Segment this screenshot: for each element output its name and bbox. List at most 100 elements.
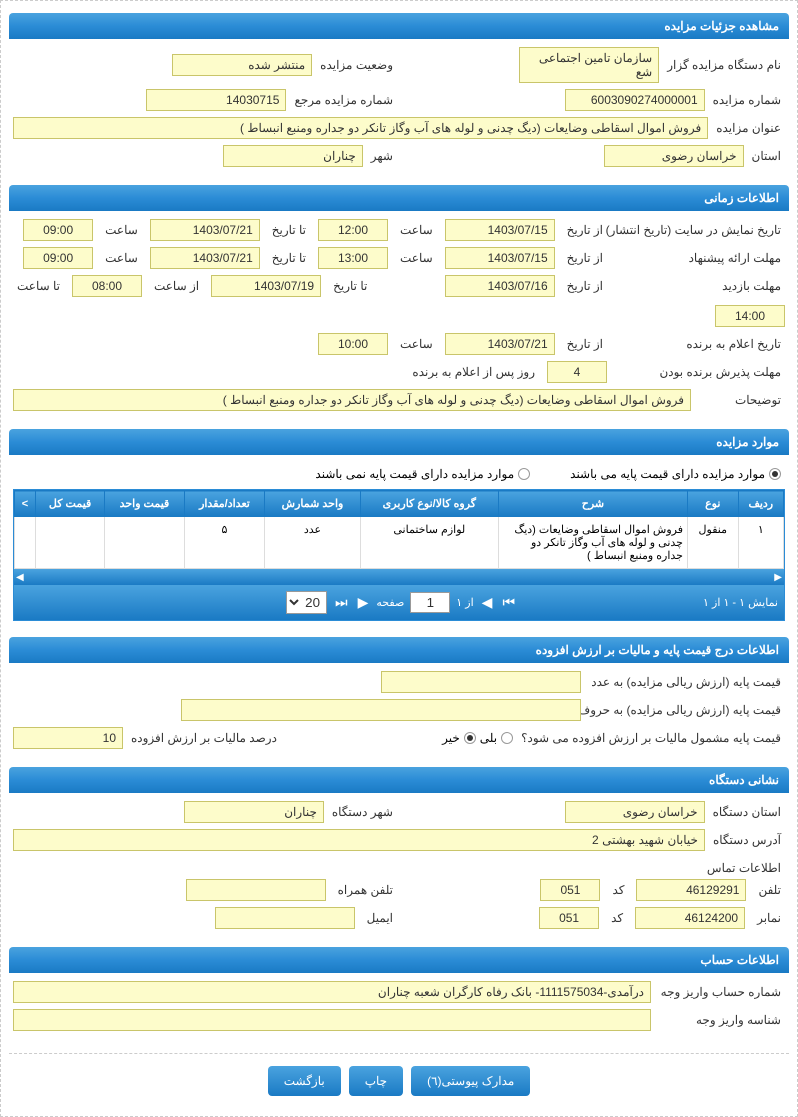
- radio-has-base[interactable]: موارد مزایده دارای قیمت پایه می باشند: [570, 467, 781, 481]
- publish-hour1: 12:00: [318, 219, 388, 241]
- th-row[interactable]: ردیف: [738, 491, 783, 517]
- org-label: نام دستگاه مزایده گزار: [663, 58, 785, 72]
- radio-icon: [464, 732, 476, 744]
- th-unit-price[interactable]: قیمت واحد: [105, 491, 184, 517]
- pager-first-icon[interactable]: ⏮: [500, 594, 517, 611]
- price-num-label: قیمت پایه (ارزش ریالی مزایده) به عدد: [585, 675, 785, 689]
- pager: نمایش ۱ - ۱ از ۱ ⏮ ◀ از ۱ صفحه ▶ ⏭ 20: [14, 585, 784, 620]
- pager-info: نمایش ۱ - ۱ از ۱: [703, 596, 778, 609]
- price-body: قیمت پایه (ارزش ریالی مزایده) به عدد قیم…: [9, 663, 789, 763]
- section-header-details: مشاهده جزئیات مزایده: [9, 13, 789, 39]
- th-total[interactable]: قیمت کل: [35, 491, 104, 517]
- hour-label-5: ساعت: [396, 337, 437, 351]
- time-body: تاریخ نمایش در سایت (تاریخ انتشار) از تا…: [9, 211, 789, 425]
- th-qty[interactable]: تعداد/مقدار: [184, 491, 265, 517]
- th-desc[interactable]: شرح: [498, 491, 687, 517]
- addr-city-label: شهر دستگاه: [328, 805, 397, 819]
- back-button[interactable]: بازگشت: [268, 1066, 341, 1096]
- phone-label: تلفن: [754, 883, 785, 897]
- addr-value: خیابان شهید بهشتی 2: [13, 829, 705, 851]
- action-buttons: مدارک پیوستی(٦) چاپ بازگشت: [9, 1053, 789, 1108]
- status-value: منتشر شده: [172, 54, 312, 76]
- from-label-2: از تاریخ: [563, 251, 607, 265]
- email-value: [215, 907, 355, 929]
- scroll-left-icon[interactable]: ◀: [16, 572, 24, 583]
- vat-no-label: خیر: [442, 731, 460, 745]
- id-value: [13, 1009, 651, 1031]
- from-label-1: از تاریخ: [563, 223, 607, 237]
- print-button[interactable]: چاپ: [349, 1066, 403, 1096]
- visit-to: 1403/07/19: [211, 275, 321, 297]
- details-body: نام دستگاه مزایده گزار سازمان تامین اجتم…: [9, 39, 789, 181]
- cell-extra: [15, 517, 36, 569]
- announce-label: تاریخ اعلام به برنده: [615, 337, 785, 351]
- price-word-label: قیمت پایه (ارزش ریالی مزایده) به حروف: [585, 703, 785, 717]
- province-label: استان: [748, 149, 785, 163]
- scroll-right-icon[interactable]: ▶: [774, 572, 782, 583]
- offer-label: مهلت ارائه پیشنهاد: [615, 251, 785, 265]
- hour-label-2: ساعت: [101, 223, 142, 237]
- announce-from: 1403/07/21: [445, 333, 555, 355]
- from-label-4: از تاریخ: [563, 337, 607, 351]
- addr-province: خراسان رضوی: [565, 801, 705, 823]
- contact-label: اطلاعات تماس: [13, 857, 785, 879]
- cell-type: منقول: [687, 517, 738, 569]
- pager-last-icon[interactable]: ⏭: [333, 594, 350, 611]
- hour-label-1: ساعت: [396, 223, 437, 237]
- offer-to: 1403/07/21: [150, 247, 260, 269]
- th-unit[interactable]: واحد شمارش: [265, 491, 360, 517]
- pager-per-page-select[interactable]: 20: [286, 591, 327, 614]
- code2-value: 051: [539, 907, 599, 929]
- publish-hour2: 09:00: [23, 219, 93, 241]
- offer-from: 1403/07/15: [445, 247, 555, 269]
- section-header-time: اطلاعات زمانی: [9, 185, 789, 211]
- pager-page-label: صفحه: [376, 596, 404, 609]
- auction-no-label: شماره مزایده: [709, 93, 785, 107]
- hour-label-3: ساعت: [396, 251, 437, 265]
- attachments-button[interactable]: مدارک پیوستی(٦): [411, 1066, 530, 1096]
- title-label: عنوان مزایده: [712, 121, 785, 135]
- radio-vat-yes[interactable]: بلی: [480, 731, 513, 745]
- mobile-value: [186, 879, 326, 901]
- to-label-3: تا تاریخ: [329, 279, 371, 293]
- th-extra[interactable]: >: [15, 491, 36, 517]
- th-type[interactable]: نوع: [687, 491, 738, 517]
- fax-value: 46124200: [635, 907, 745, 929]
- vat-yes-label: بلی: [480, 731, 497, 745]
- pager-prev-icon[interactable]: ◀: [480, 594, 495, 611]
- items-body: موارد مزایده دارای قیمت پایه می باشند مو…: [9, 455, 789, 633]
- vat-pct-value: 10: [13, 727, 123, 749]
- pager-page-input[interactable]: [410, 592, 450, 613]
- publish-to: 1403/07/21: [150, 219, 260, 241]
- address-body: استان دستگاه خراسان رضوی شهر دستگاه چنار…: [9, 793, 789, 943]
- mobile-label: تلفن همراه: [334, 883, 397, 897]
- to-label-2: تا تاریخ: [268, 251, 310, 265]
- cell-idx: ۱: [738, 517, 783, 569]
- id-label: شناسه واریز وجه: [655, 1013, 785, 1027]
- price-num-value: [381, 671, 581, 693]
- radio-no-base[interactable]: موارد مزایده دارای قیمت پایه نمی باشند: [315, 467, 530, 481]
- pager-next-icon[interactable]: ▶: [356, 594, 371, 611]
- offer-hour2: 09:00: [23, 247, 93, 269]
- items-table: ردیف نوع شرح گروه کالا/نوع کاربری واحد ش…: [13, 489, 785, 621]
- section-header-address: نشانی دستگاه: [9, 767, 789, 793]
- table-row[interactable]: ۱ منقول فروش اموال اسقاطی وضایعات (دیگ چ…: [15, 517, 784, 569]
- code-label-2: کد: [607, 911, 627, 925]
- cell-qty: ۵: [184, 517, 265, 569]
- city-label: شهر: [367, 149, 397, 163]
- radio-icon: [769, 468, 781, 480]
- th-group[interactable]: گروه کالا/نوع کاربری: [360, 491, 498, 517]
- cell-unit-price: [105, 517, 184, 569]
- announce-hour: 10:00: [318, 333, 388, 355]
- section-header-account: اطلاعات حساب: [9, 947, 789, 973]
- radio-has-base-label: موارد مزایده دارای قیمت پایه می باشند: [570, 467, 765, 481]
- phone-value: 46129291: [636, 879, 746, 901]
- cell-total: [35, 517, 104, 569]
- status-label: وضعیت مزایده: [316, 58, 397, 72]
- org-value: سازمان تامین اجتماعی شع: [519, 47, 659, 83]
- table-scrollbar[interactable]: ▶ ◀: [14, 569, 784, 585]
- cell-unit: عدد: [265, 517, 360, 569]
- addr-label: آدرس دستگاه: [709, 833, 785, 847]
- radio-vat-no[interactable]: خیر: [442, 731, 476, 745]
- price-word-value: [181, 699, 581, 721]
